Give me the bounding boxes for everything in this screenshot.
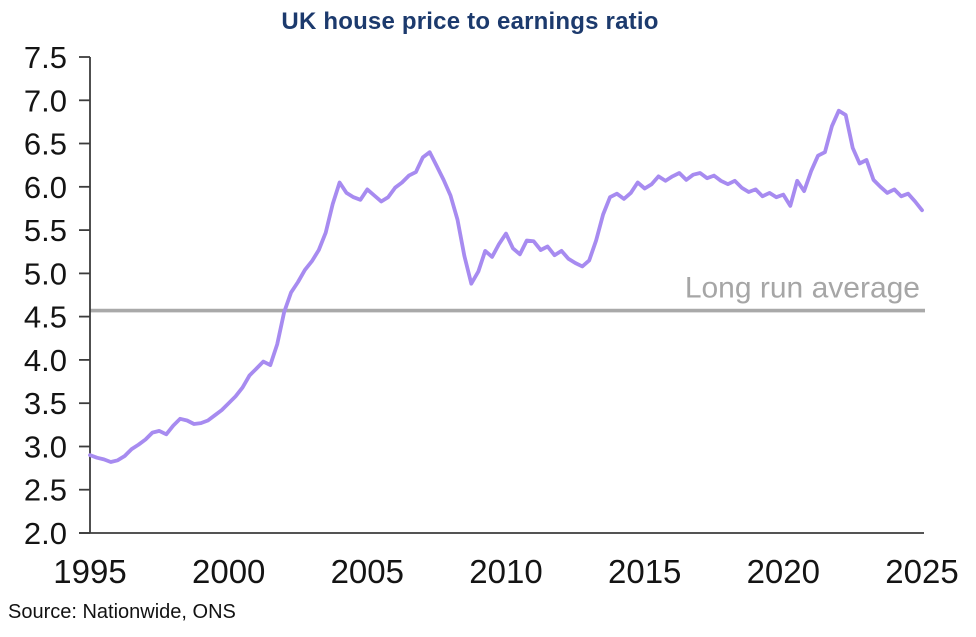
y-tick-label: 5.0: [24, 256, 67, 291]
y-tick-label: 7.5: [24, 40, 67, 75]
long-run-average-label: Long run average: [685, 272, 920, 305]
y-tick-label: 2.0: [24, 516, 67, 551]
x-tick-label: 1995: [53, 553, 126, 590]
y-tick-label: 3.5: [24, 386, 67, 421]
y-tick-label: 5.5: [24, 213, 67, 248]
x-tick-label: 2005: [331, 553, 404, 590]
chart-title: UK house price to earnings ratio: [281, 8, 659, 35]
y-tick-label: 7.0: [24, 83, 67, 118]
y-tick-label: 6.5: [24, 127, 67, 162]
x-tick-label: 2000: [192, 553, 265, 590]
source-note: Source: Nationwide, ONS: [8, 601, 236, 623]
y-tick-label: 4.5: [24, 300, 67, 335]
y-tick-label: 4.0: [24, 343, 67, 378]
x-tick-label: 2025: [885, 553, 958, 590]
x-tick-label: 2010: [469, 553, 542, 590]
y-tick-label: 2.5: [24, 473, 67, 508]
y-tick-label: 3.0: [24, 430, 67, 465]
x-tick-label: 2020: [747, 553, 820, 590]
series-line-house-price-earnings-ratio: [88, 108, 924, 464]
y-tick-label: 6.0: [24, 170, 67, 205]
x-tick-label: 2015: [608, 553, 681, 590]
